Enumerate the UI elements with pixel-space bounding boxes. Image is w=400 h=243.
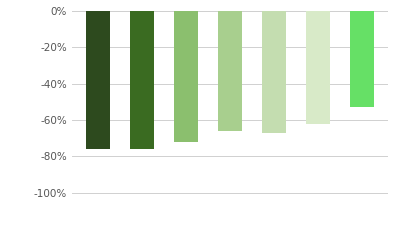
Bar bbox=[306, 11, 330, 124]
Bar bbox=[86, 11, 110, 149]
Bar bbox=[174, 11, 198, 142]
Bar bbox=[218, 11, 242, 131]
Bar bbox=[350, 11, 374, 107]
Bar bbox=[262, 11, 286, 133]
Bar bbox=[130, 11, 154, 149]
